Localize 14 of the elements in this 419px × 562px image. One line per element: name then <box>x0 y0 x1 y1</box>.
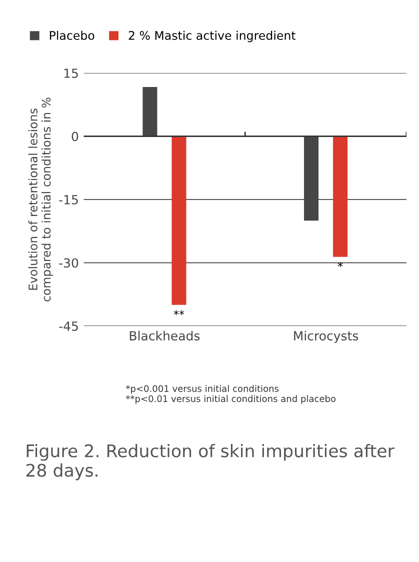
y-tick-label: -30 <box>59 258 78 268</box>
y-axis-title: Evolution of retentional lesions compared to initial conditions in % <box>28 98 53 302</box>
text: *p<0.001 versus initial conditions **p<0.01 versus initial conditions and placebo <box>126 384 336 404</box>
y-tick-label: -45 <box>59 322 78 331</box>
caption: Figure 2. Reduction of skin impurities after 28 days. <box>26 444 394 480</box>
x-tick-label: Microcysts <box>294 330 358 343</box>
y-tick-label: 15 <box>64 68 78 78</box>
y-tick-label: -15 <box>59 195 78 204</box>
legend-label: 2 % Mastic active ingredient <box>128 30 296 42</box>
annotation: ** <box>174 310 184 316</box>
x-tick-label: Blackheads <box>130 330 200 340</box>
legend-label: Placebo <box>50 30 94 40</box>
annotation: * <box>338 262 343 268</box>
y-tick-label: 0 <box>72 132 78 142</box>
